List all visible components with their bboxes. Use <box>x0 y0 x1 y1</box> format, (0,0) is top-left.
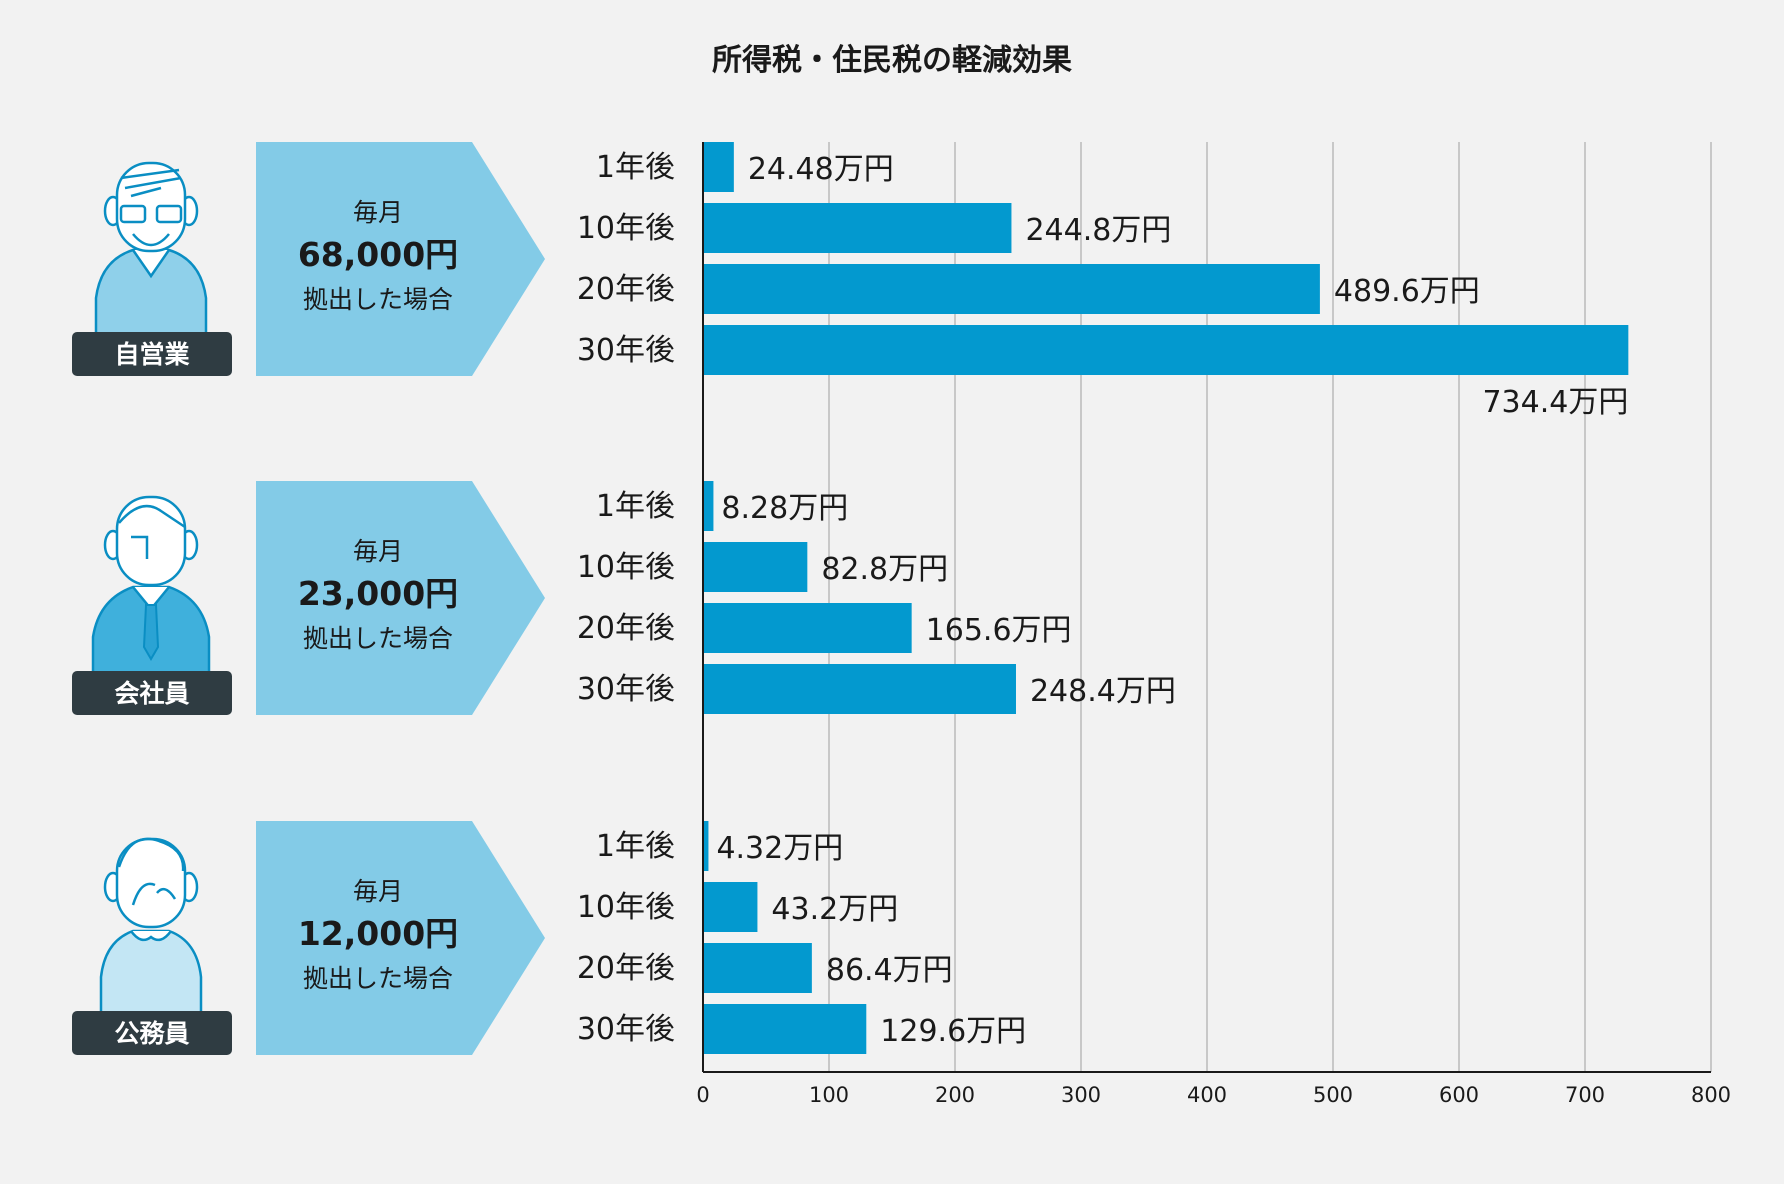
value-label: 489.6万円 <box>1334 274 1480 309</box>
role-label: 自営業 <box>114 340 189 369</box>
bar-1-4 <box>703 325 1629 375</box>
value-label: 86.4万円 <box>826 953 953 988</box>
category-label: 1年後 <box>596 150 675 185</box>
role-badge: 自営業 <box>72 332 232 376</box>
category-label: 10年後 <box>577 211 675 246</box>
x-tick-labels: 0 100 200 300 400 500 600 700 800 <box>696 1083 1731 1107</box>
category-label: 20年後 <box>577 951 675 986</box>
banner-condition-label: 拠出した場合 <box>303 285 453 314</box>
value-label: 24.48万円 <box>748 152 894 187</box>
x-tick-label: 0 <box>696 1083 709 1107</box>
bar-1-3 <box>703 264 1320 314</box>
value-label: 165.6万円 <box>926 613 1072 648</box>
bar-3-2 <box>703 882 758 932</box>
category-label: 20年後 <box>577 272 675 307</box>
office-worker-avatar-icon <box>91 495 211 685</box>
banner-amount: 12,000円 <box>298 914 458 953</box>
group-sidebars: 自営業毎月68,000円拠出した場合会社員毎月23,000円拠出した場合公務員毎… <box>72 142 545 1055</box>
banner-condition-label: 拠出した場合 <box>303 964 453 993</box>
x-tick-label: 300 <box>1061 1083 1101 1107</box>
bar-2-2 <box>703 542 808 592</box>
category-label: 20年後 <box>577 611 675 646</box>
banner-monthly-label: 毎月 <box>353 198 403 227</box>
value-label: 8.28万円 <box>721 491 848 526</box>
bar-1-2 <box>703 203 1012 253</box>
x-tick-label: 600 <box>1439 1083 1479 1107</box>
bar-3-3 <box>703 943 812 993</box>
value-label: 734.4万円 <box>1482 385 1628 420</box>
banner-monthly-label: 毎月 <box>353 537 403 566</box>
category-label: 1年後 <box>596 489 675 524</box>
category-label: 10年後 <box>577 550 675 585</box>
value-label: 129.6万円 <box>880 1014 1026 1049</box>
value-labels: 24.48万円 244.8万円 489.6万円 734.4万円 8.28万円 82.8万円… <box>716 152 1628 1049</box>
x-tick-label: 800 <box>1691 1083 1731 1107</box>
value-label: 43.2万円 <box>771 892 898 927</box>
category-label: 30年後 <box>577 1012 675 1047</box>
category-label: 30年後 <box>577 672 675 707</box>
category-label: 10年後 <box>577 890 675 925</box>
role-label: 会社員 <box>114 679 189 708</box>
axes <box>702 142 1711 1073</box>
role-label: 公務員 <box>114 1019 189 1048</box>
x-tick-label: 700 <box>1565 1083 1605 1107</box>
civil-servant-avatar-icon <box>99 837 203 1025</box>
bar-1-1 <box>703 142 734 192</box>
bar-3-1 <box>703 821 709 871</box>
banner-amount: 23,000円 <box>298 574 458 613</box>
category-label: 30年後 <box>577 333 675 368</box>
banner-amount: 68,000円 <box>298 235 458 274</box>
x-tick-label: 500 <box>1313 1083 1353 1107</box>
banner-condition-label: 拠出した場合 <box>303 624 453 653</box>
x-tick-label: 100 <box>809 1083 849 1107</box>
self-employed-avatar-icon <box>94 161 208 346</box>
role-badge: 会社員 <box>72 671 232 715</box>
value-label: 4.32万円 <box>716 831 843 866</box>
bar-2-4 <box>703 664 1016 714</box>
value-label: 244.8万円 <box>1025 213 1171 248</box>
value-label: 82.8万円 <box>821 552 948 587</box>
chart-title: 所得税・住民税の軽減効果 <box>712 43 1072 78</box>
role-badge: 公務員 <box>72 1011 232 1055</box>
x-tick-label: 400 <box>1187 1083 1227 1107</box>
bar-3-4 <box>703 1004 867 1054</box>
value-label: 248.4万円 <box>1030 674 1176 709</box>
x-tick-label: 200 <box>935 1083 975 1107</box>
bar-2-3 <box>703 603 912 653</box>
bars <box>703 142 1629 1054</box>
category-labels: 1年後 10年後 20年後 30年後 1年後 10年後 20年後 30年後 1年後 10年後 20年… <box>577 150 675 1047</box>
banner-monthly-label: 毎月 <box>353 877 403 906</box>
category-label: 1年後 <box>596 829 675 864</box>
bar-2-1 <box>703 481 714 531</box>
